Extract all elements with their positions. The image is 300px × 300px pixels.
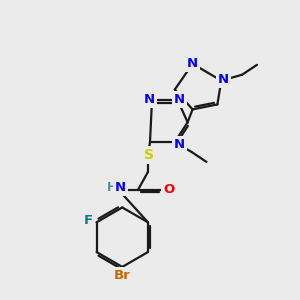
Text: Br: Br xyxy=(114,269,130,282)
Text: N: N xyxy=(143,93,155,106)
Text: H: H xyxy=(106,181,116,194)
Text: O: O xyxy=(163,183,174,196)
Text: N: N xyxy=(115,181,126,194)
Text: N: N xyxy=(174,138,185,151)
Text: S: S xyxy=(144,148,154,162)
Text: F: F xyxy=(84,214,93,227)
Text: N: N xyxy=(187,57,198,70)
Text: N: N xyxy=(174,93,185,106)
Text: N: N xyxy=(218,73,229,86)
